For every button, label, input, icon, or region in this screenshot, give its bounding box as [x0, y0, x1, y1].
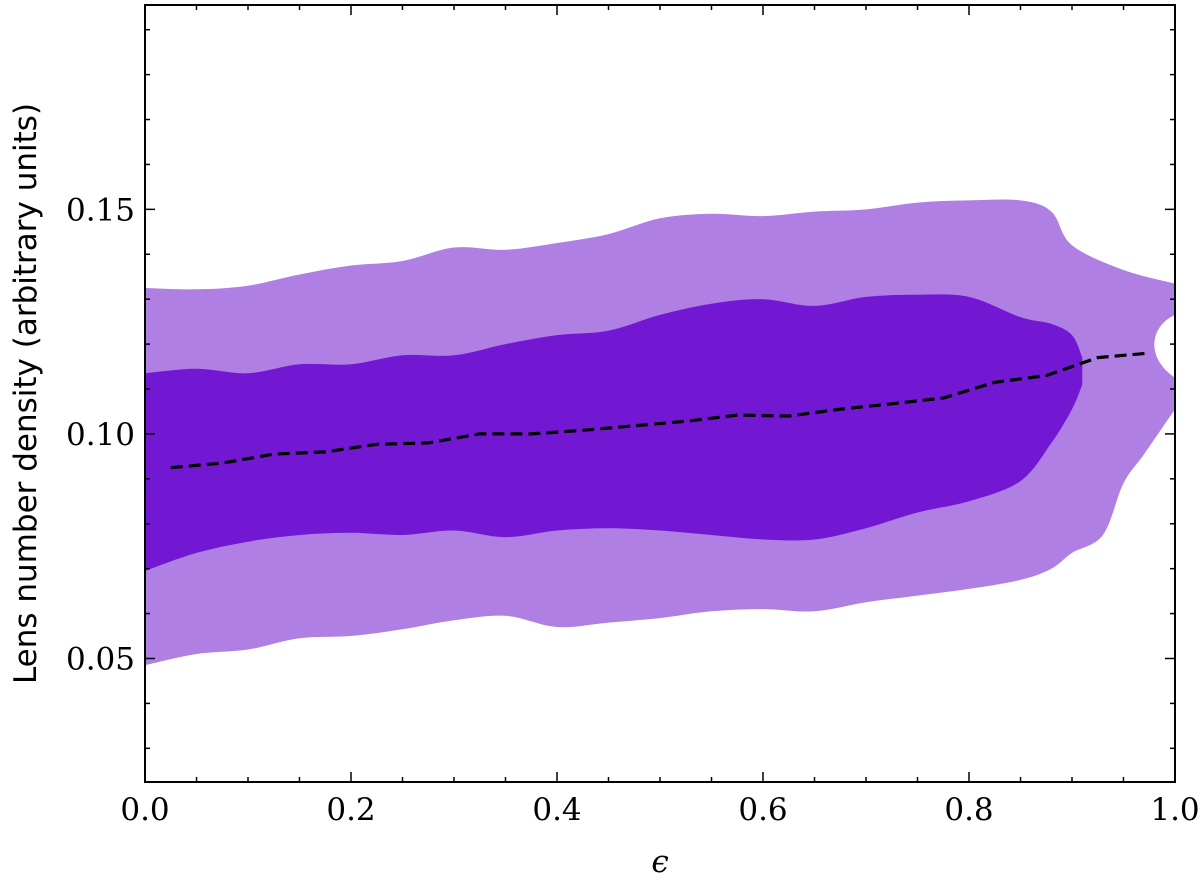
- x-tick-label: 0.2: [326, 792, 375, 828]
- axis-ticks: [144, 5, 1176, 782]
- y-axis-label: Lens number density (arbitrary units): [8, 103, 44, 684]
- band-notch: [1154, 314, 1175, 378]
- median-line-0: [170, 351, 1150, 470]
- x-tick-label: 1.0: [1150, 792, 1199, 828]
- band-inner: [145, 294, 1083, 571]
- y-tick-label: 0.10: [66, 417, 135, 453]
- x-axis-label: ϵ: [651, 844, 668, 880]
- x-tick-label: 0.4: [532, 792, 581, 828]
- x-tick-label: 0.0: [120, 792, 169, 828]
- y-tick-label: 0.05: [66, 641, 135, 677]
- median-lines: [170, 351, 1150, 470]
- density-bands: [145, 199, 1175, 666]
- x-tick-label: 0.8: [944, 792, 993, 828]
- y-tick-label: 0.15: [66, 192, 135, 228]
- axis-tick-labels: 0.0 0.2 0.4 0.6 0.8 1.0 0.05 0.10 0.15: [66, 192, 1200, 828]
- x-tick-label: 0.6: [738, 792, 787, 828]
